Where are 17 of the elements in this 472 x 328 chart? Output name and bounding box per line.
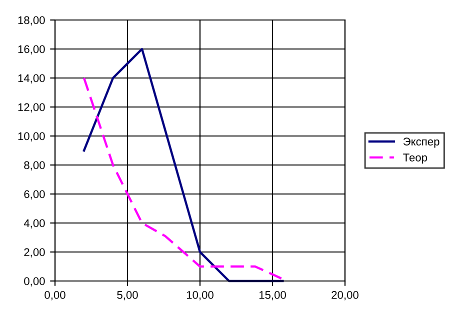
legend-label: Теор xyxy=(403,154,428,164)
y-tick-label: 14,00 xyxy=(18,74,45,84)
y-tick-label: 4,00 xyxy=(24,219,45,228)
x-tick-label: 15,00 xyxy=(259,291,286,300)
y-tick-label: 8,00 xyxy=(24,161,45,170)
y-tick-label: 6,00 xyxy=(24,190,45,200)
y-tick-label: 12,00 xyxy=(18,103,45,112)
y-tick-label: 10,00 xyxy=(18,132,45,142)
x-tick-label: 10,00 xyxy=(186,291,214,300)
x-tick-label: 20,00 xyxy=(332,291,358,300)
x-tick-label: 5,00 xyxy=(117,291,138,300)
x-tick-label: 0,00 xyxy=(44,291,66,300)
legend-label: Экспер xyxy=(403,138,440,148)
y-tick-label: 16,00 xyxy=(18,45,45,54)
y-tick-label: 0,00 xyxy=(24,277,45,286)
y-tick-label: 2,00 xyxy=(24,248,45,258)
y-tick-label: 18,00 xyxy=(18,16,45,26)
